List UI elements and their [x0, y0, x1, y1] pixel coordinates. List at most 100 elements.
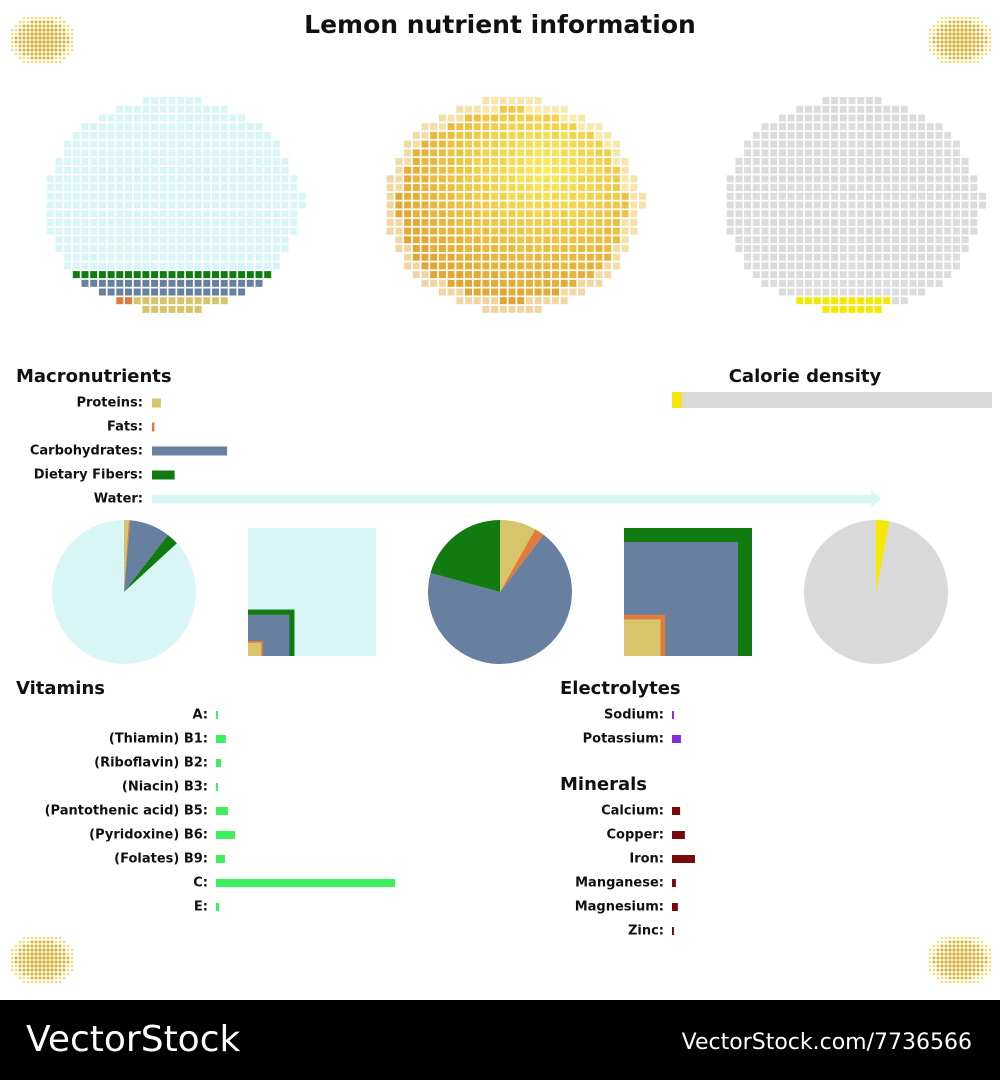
lemon-cell	[796, 158, 804, 165]
lemon-cell	[935, 271, 943, 279]
corner-lemon-dot	[38, 964, 42, 968]
lemon-cell	[909, 253, 917, 261]
corner-lemon-dot	[54, 968, 58, 972]
corner-lemon-dot	[988, 952, 992, 956]
lemon-cell	[430, 262, 438, 270]
lemon-cell	[900, 192, 908, 200]
lemon-cell	[194, 158, 202, 165]
corner-lemon-dot	[936, 944, 940, 948]
lemon-cell	[168, 305, 176, 313]
lemon-cell	[203, 279, 211, 287]
lemon-cell	[595, 262, 603, 270]
lemon-cell	[534, 158, 542, 165]
corner-lemon-dot	[66, 968, 70, 972]
lemon-cell	[517, 305, 525, 313]
lemon-cell	[386, 201, 394, 209]
corner-lemon-dot	[38, 60, 42, 64]
lemon-cell	[168, 140, 176, 148]
lemon-cell	[246, 166, 254, 174]
corner-lemon-dot	[988, 40, 992, 44]
lemon-cell	[142, 140, 150, 148]
lemon-cell	[525, 227, 533, 235]
lemon-cell	[612, 253, 620, 261]
corner-lemon-dot	[30, 60, 34, 64]
lemon-cell	[116, 192, 124, 200]
lemon-cell	[874, 245, 882, 252]
corner-lemon-dot	[14, 32, 18, 36]
corner-lemon-dot	[988, 28, 992, 32]
lemon-cell	[177, 297, 185, 305]
corner-lemon-dot	[936, 40, 940, 44]
lemon-cell	[761, 218, 769, 226]
lemon-cell	[272, 149, 280, 157]
corner-lemon-dot	[34, 940, 38, 944]
corner-lemon-dot	[940, 948, 944, 952]
lemon-cell	[778, 279, 786, 287]
lemon-cell	[525, 297, 533, 305]
lemon-cell	[125, 149, 132, 157]
lemon-cell	[81, 253, 89, 261]
corner-lemon-dot	[58, 960, 62, 964]
bar-track	[672, 392, 992, 408]
corner-lemon-dot	[932, 44, 936, 48]
corner-lemon-dot	[940, 972, 944, 976]
lemon-cell	[290, 184, 298, 192]
corner-lemon-dot	[46, 48, 50, 52]
lemon-cell	[961, 184, 969, 192]
corner-lemon-dot	[50, 976, 54, 980]
lemon-cell	[430, 253, 438, 261]
lemon-cell	[465, 218, 472, 226]
lemon-cell	[857, 201, 865, 209]
corner-lemon-dot	[968, 972, 972, 976]
corner-lemon-dot	[18, 28, 22, 32]
lemon-cell	[865, 218, 873, 226]
corner-lemon-dot	[18, 48, 22, 52]
lemon-cell	[412, 210, 420, 218]
lemon-cell	[935, 262, 943, 270]
lemon-cell	[386, 192, 394, 200]
corner-lemon-dot	[26, 960, 30, 964]
section-heading: Macronutrients	[16, 366, 172, 387]
lemon-cell	[203, 123, 211, 131]
pie-slice	[430, 520, 500, 592]
lemon-cell	[238, 210, 246, 218]
lemon-cell	[534, 236, 542, 244]
lemon-cell	[499, 236, 507, 244]
lemon-cell	[281, 184, 289, 192]
lemon-cell	[578, 166, 586, 174]
lemon-cell	[412, 218, 420, 226]
lemon-cell	[133, 158, 141, 165]
corner-lemon-dot	[42, 940, 46, 944]
lemon-cell	[796, 114, 804, 122]
bar	[216, 903, 220, 911]
lemon-cell	[116, 236, 124, 244]
corner-lemon-dot	[952, 24, 956, 28]
lemon-cell	[883, 105, 891, 113]
lemon-cell	[630, 184, 638, 192]
lemon-cell	[255, 123, 263, 131]
lemon-cell	[970, 227, 978, 235]
lemon-cell	[874, 253, 882, 261]
lemon-cell	[525, 201, 533, 209]
lemon-cell	[177, 140, 185, 148]
lemon-cell	[168, 149, 176, 157]
lemon-cell	[203, 218, 211, 226]
lemon-cell	[499, 123, 507, 131]
corner-lemon-dot	[968, 44, 972, 48]
lemon-cell	[508, 114, 516, 122]
lemon-cell	[726, 175, 734, 183]
lemon-cell	[212, 279, 219, 287]
lemon-cell	[255, 140, 263, 148]
lemon-cell	[892, 166, 899, 174]
corner-lemon-dot	[948, 952, 952, 956]
lemon-cell	[543, 236, 551, 244]
lemon-cell	[386, 218, 394, 226]
lemon-cell	[508, 253, 516, 261]
corner-lemon-dot	[968, 940, 972, 944]
lemon-cell	[430, 149, 438, 157]
corner-lemon-dot	[932, 944, 936, 948]
corner-lemon-dot	[964, 936, 968, 940]
lemon-cell	[874, 175, 882, 183]
lemon-cell	[857, 297, 865, 305]
lemon-cell	[203, 114, 211, 122]
